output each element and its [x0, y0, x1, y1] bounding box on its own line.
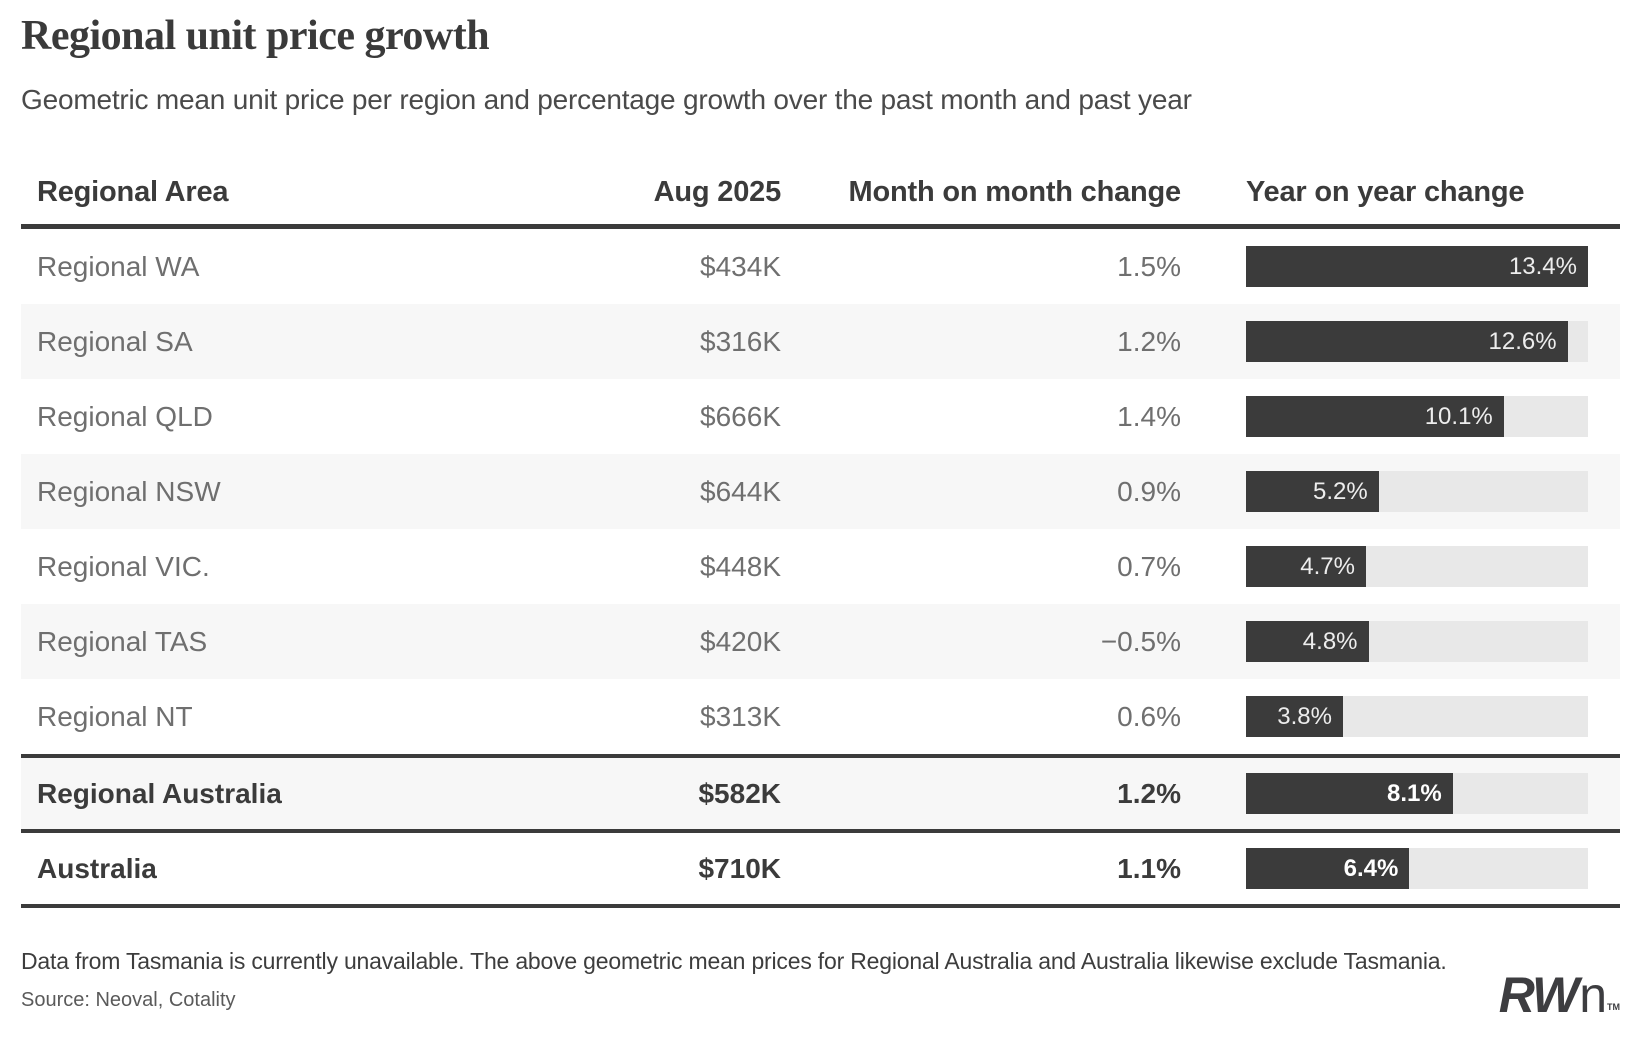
aug-2025-price-cell: $434K — [700, 250, 781, 282]
month-on-month-change-cell: 1.4% — [1117, 400, 1181, 432]
month-on-month-change-cell: 0.6% — [1117, 700, 1181, 732]
year-on-year-change-cell: 5.2% — [1181, 471, 1620, 513]
year-on-year-change-cell: 10.1% — [1181, 396, 1620, 438]
year-on-year-change-cell: 13.4% — [1181, 246, 1620, 288]
regional-area-cell: Regional Australia — [37, 777, 282, 809]
yoy-bar-fill: 13.4% — [1246, 246, 1588, 288]
regional-area-cell: Regional NT — [37, 700, 193, 732]
yoy-bar-track: 13.4% — [1246, 246, 1588, 288]
yoy-bar-label: 12.6% — [1488, 327, 1557, 355]
yoy-bar-fill: 10.1% — [1246, 396, 1504, 438]
rwn-logo-trademark: TM — [1607, 1002, 1620, 1013]
table-row: Regional NSW $644K 0.9% 5.2% — [21, 454, 1620, 530]
regional-area-cell: Australia — [37, 852, 157, 884]
aug-2025-price-cell: $313K — [700, 700, 781, 732]
aug-2025-price-cell: $316K — [700, 325, 781, 357]
rwn-logo: RWnTM — [1499, 970, 1620, 1020]
column-header-regional-area: Regional Area — [37, 176, 229, 209]
month-on-month-change-cell: 0.9% — [1117, 475, 1181, 507]
yoy-bar-track: 8.1% — [1246, 773, 1588, 815]
year-on-year-change-cell: 4.7% — [1181, 546, 1620, 588]
aug-2025-price-cell: $420K — [700, 625, 781, 657]
aug-2025-price-cell: $644K — [700, 475, 781, 507]
table-row: Regional QLD $666K 1.4% 10.1% — [21, 379, 1620, 454]
month-on-month-change-cell: 1.1% — [1117, 852, 1181, 884]
yoy-bar-track: 3.8% — [1246, 696, 1588, 738]
month-on-month-change-cell: −0.5% — [1100, 625, 1181, 657]
yoy-bar-label: 4.7% — [1300, 552, 1355, 580]
column-header-month-on-month-change: Month on month change — [848, 176, 1182, 209]
table-row: Regional SA $316K 1.2% 12.6% — [21, 304, 1620, 380]
month-on-month-change-cell: 1.5% — [1117, 250, 1181, 282]
rwn-logo-n: n — [1579, 967, 1607, 1024]
yoy-bar-label: 6.4% — [1343, 854, 1399, 882]
yoy-bar-label: 8.1% — [1387, 779, 1442, 807]
yoy-bar-fill: 5.2% — [1246, 471, 1379, 513]
table-row: Regional NT $313K 0.6% 3.8% — [21, 679, 1620, 754]
yoy-bar-label: 10.1% — [1424, 402, 1493, 430]
yoy-bar-track: 12.6% — [1246, 321, 1588, 363]
price-growth-table: Regional Area Aug 2025 Month on month ch… — [21, 116, 1620, 909]
yoy-bar-fill: 6.4% — [1246, 848, 1410, 890]
yoy-bar-fill: 12.6% — [1246, 321, 1568, 363]
year-on-year-change-cell: 6.4% — [1181, 848, 1620, 890]
yoy-bar-fill: 8.1% — [1246, 773, 1453, 815]
aug-2025-price-cell: $582K — [698, 777, 781, 809]
yoy-bar-label: 3.8% — [1277, 702, 1332, 730]
regional-area-cell: Regional WA — [37, 250, 200, 282]
aug-2025-price-cell: $448K — [700, 550, 781, 582]
footnote: Data from Tasmania is currently unavaila… — [21, 948, 1447, 975]
yoy-bar-label: 5.2% — [1313, 477, 1368, 505]
page-subtitle: Geometric mean unit price per region and… — [21, 84, 1192, 116]
year-on-year-change-cell: 8.1% — [1181, 773, 1620, 815]
page-title: Regional unit price growth — [21, 13, 490, 59]
regional-area-cell: Regional VIC. — [37, 550, 210, 582]
regional-area-cell: Regional QLD — [37, 400, 213, 432]
rwn-logo-rw: RW — [1498, 967, 1579, 1024]
year-on-year-change-cell: 4.8% — [1181, 621, 1620, 663]
year-on-year-change-cell: 3.8% — [1181, 696, 1620, 738]
table-row: Regional WA $434K 1.5% 13.4% — [21, 229, 1620, 304]
year-on-year-change-cell: 12.6% — [1181, 321, 1620, 363]
yoy-bar-label: 13.4% — [1508, 252, 1577, 280]
month-on-month-change-cell: 1.2% — [1117, 777, 1181, 809]
aug-2025-price-cell: $710K — [698, 852, 781, 884]
table-row: Australia $710K 1.1% 6.4% — [21, 829, 1620, 904]
yoy-bar-fill: 4.7% — [1246, 546, 1366, 588]
footer: Data from Tasmania is currently unavaila… — [21, 948, 1620, 1020]
yoy-bar-label: 4.8% — [1302, 627, 1358, 655]
yoy-bar-fill: 4.8% — [1246, 621, 1369, 663]
regional-area-cell: Regional SA — [37, 325, 193, 357]
table-body: Regional WA $434K 1.5% 13.4% Regional SA… — [21, 229, 1620, 904]
regional-area-cell: Regional NSW — [37, 475, 221, 507]
yoy-bar-fill: 3.8% — [1246, 696, 1343, 738]
regional-area-cell: Regional TAS — [37, 625, 208, 657]
aug-2025-price-cell: $666K — [700, 400, 781, 432]
yoy-bar-track: 10.1% — [1246, 396, 1588, 438]
table-row: Regional Australia $582K 1.2% 8.1% — [21, 754, 1620, 830]
source-attribution: Source: Neoval, Cotality — [21, 989, 236, 1012]
table-row: Regional VIC. $448K 0.7% 4.7% — [21, 529, 1620, 604]
month-on-month-change-cell: 1.2% — [1117, 325, 1181, 357]
table-row: Regional TAS $420K −0.5% 4.8% — [21, 604, 1620, 680]
yoy-bar-track: 5.2% — [1246, 471, 1588, 513]
column-header-aug-2025: Aug 2025 — [653, 176, 782, 209]
table-header-row: Regional Area Aug 2025 Month on month ch… — [21, 116, 1620, 230]
yoy-bar-track: 6.4% — [1246, 848, 1588, 890]
yoy-bar-track: 4.7% — [1246, 546, 1588, 588]
month-on-month-change-cell: 0.7% — [1117, 550, 1181, 582]
column-header-year-on-year-change: Year on year change — [1246, 176, 1525, 209]
yoy-bar-track: 4.8% — [1246, 621, 1588, 663]
